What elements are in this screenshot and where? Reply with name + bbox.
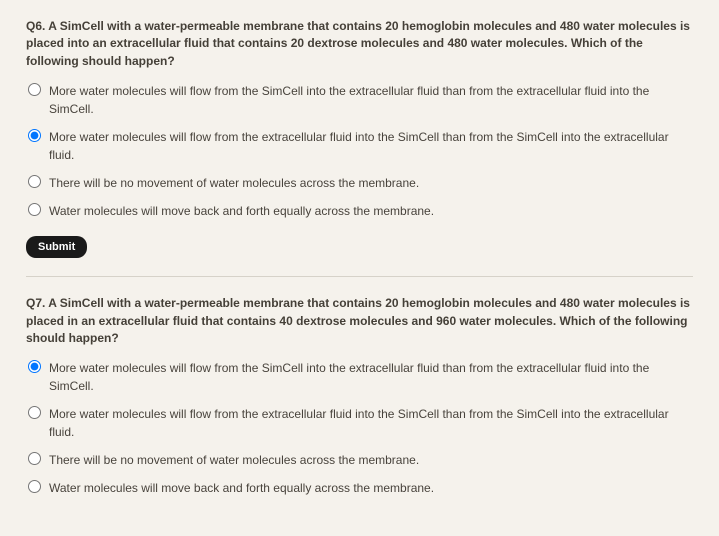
question-7-option-2-label: There will be no movement of water molec…: [49, 451, 419, 469]
question-7-option-3[interactable]: Water molecules will move back and forth…: [26, 479, 693, 497]
question-6-option-3[interactable]: Water molecules will move back and forth…: [26, 202, 693, 220]
question-6-option-1-label: More water molecules will flow from the …: [49, 128, 693, 164]
question-6-option-0[interactable]: More water molecules will flow from the …: [26, 82, 693, 118]
question-6-option-3-label: Water molecules will move back and forth…: [49, 202, 434, 220]
question-7-option-0[interactable]: More water molecules will flow from the …: [26, 359, 693, 395]
question-7-radio-1[interactable]: [28, 406, 41, 419]
question-6-radio-2[interactable]: [28, 175, 41, 188]
question-6-radio-3[interactable]: [28, 203, 41, 216]
question-7-radio-2[interactable]: [28, 452, 41, 465]
question-6-option-1[interactable]: More water molecules will flow from the …: [26, 128, 693, 164]
question-6-prompt: Q6. A SimCell with a water-permeable mem…: [26, 18, 693, 70]
question-7-radio-3[interactable]: [28, 480, 41, 493]
question-6-options: More water molecules will flow from the …: [26, 82, 693, 220]
question-7-option-0-label: More water molecules will flow from the …: [49, 359, 693, 395]
question-6-radio-1[interactable]: [28, 129, 41, 142]
question-7-radio-0[interactable]: [28, 360, 41, 373]
question-6-option-2[interactable]: There will be no movement of water molec…: [26, 174, 693, 192]
question-7-option-3-label: Water molecules will move back and forth…: [49, 479, 434, 497]
divider: [26, 276, 693, 277]
question-6-radio-0[interactable]: [28, 83, 41, 96]
question-7-options: More water molecules will flow from the …: [26, 359, 693, 497]
question-6-option-2-label: There will be no movement of water molec…: [49, 174, 419, 192]
question-6: Q6. A SimCell with a water-permeable mem…: [26, 18, 693, 262]
question-7: Q7. A SimCell with a water-permeable mem…: [26, 295, 693, 497]
question-7-option-2[interactable]: There will be no movement of water molec…: [26, 451, 693, 469]
question-7-option-1-label: More water molecules will flow from the …: [49, 405, 693, 441]
question-7-prompt: Q7. A SimCell with a water-permeable mem…: [26, 295, 693, 347]
question-6-option-0-label: More water molecules will flow from the …: [49, 82, 693, 118]
submit-button-q6[interactable]: Submit: [26, 236, 87, 258]
question-7-option-1[interactable]: More water molecules will flow from the …: [26, 405, 693, 441]
